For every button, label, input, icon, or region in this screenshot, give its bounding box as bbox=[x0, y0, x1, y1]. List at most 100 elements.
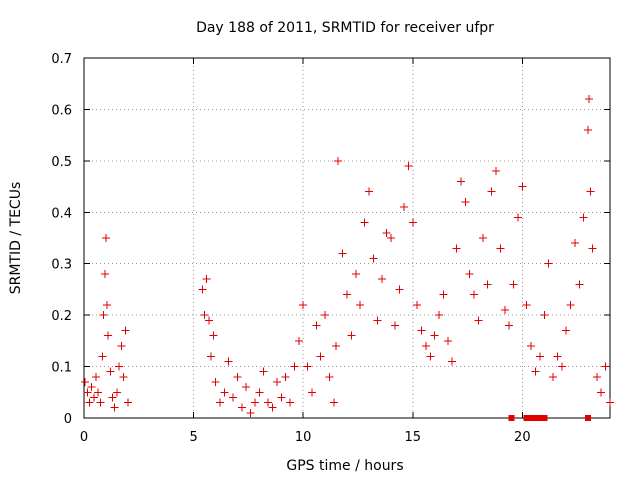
data-point-0-101 bbox=[522, 300, 531, 309]
data-point-0-6 bbox=[94, 388, 103, 397]
x-tick-label-15: 15 bbox=[404, 430, 421, 445]
data-point-0-21 bbox=[121, 326, 130, 335]
zero-marker-3 bbox=[532, 415, 539, 421]
data-point-0-65 bbox=[364, 187, 373, 196]
x-tick-label-10: 10 bbox=[295, 430, 312, 445]
data-point-0-30 bbox=[215, 398, 224, 407]
data-point-0-100 bbox=[518, 182, 527, 191]
data-point-0-24 bbox=[200, 311, 209, 320]
data-point-0-111 bbox=[566, 300, 575, 309]
y-axis-label: SRMTID / TECUs bbox=[8, 182, 24, 295]
data-point-0-10 bbox=[100, 270, 109, 278]
y-tick-label-0.3: 0.3 bbox=[51, 258, 72, 273]
zero-marker-6 bbox=[585, 415, 592, 421]
data-point-0-3 bbox=[87, 383, 96, 392]
data-point-0-18 bbox=[115, 362, 124, 371]
data-point-0-73 bbox=[399, 203, 408, 212]
data-point-0-34 bbox=[233, 372, 242, 381]
data-point-0-102 bbox=[527, 342, 536, 350]
data-point-0-106 bbox=[544, 259, 553, 268]
data-point-0-82 bbox=[439, 290, 448, 299]
data-point-0-95 bbox=[496, 244, 505, 253]
data-point-0-33 bbox=[229, 393, 238, 402]
data-point-0-78 bbox=[421, 342, 430, 350]
data-point-0-28 bbox=[209, 331, 218, 340]
y-tick-label-0.6: 0.6 bbox=[51, 103, 72, 118]
data-point-0-113 bbox=[575, 280, 584, 289]
data-point-0-83 bbox=[443, 336, 452, 345]
zero-marker-1 bbox=[523, 415, 530, 421]
data-point-0-25 bbox=[202, 275, 211, 284]
y-tick-label-0.7: 0.7 bbox=[51, 52, 72, 67]
data-point-0-63 bbox=[356, 300, 365, 309]
y-tick-label-0.1: 0.1 bbox=[51, 361, 72, 376]
data-point-0-52 bbox=[312, 321, 321, 330]
x-tick-label-0: 0 bbox=[80, 430, 88, 445]
data-point-0-2 bbox=[85, 398, 94, 407]
data-point-0-44 bbox=[277, 393, 286, 402]
data-point-0-64 bbox=[360, 218, 369, 227]
data-point-0-112 bbox=[570, 239, 579, 248]
data-point-0-99 bbox=[513, 213, 522, 222]
data-point-0-27 bbox=[207, 352, 216, 361]
data-point-0-81 bbox=[435, 311, 444, 320]
x-tick-label-20: 20 bbox=[514, 430, 531, 445]
data-point-0-16 bbox=[110, 403, 119, 412]
data-point-0-61 bbox=[347, 331, 356, 340]
data-point-0-31 bbox=[220, 388, 229, 397]
data-point-0-98 bbox=[509, 280, 518, 289]
x-tick-label-5: 5 bbox=[189, 430, 197, 445]
data-point-0-86 bbox=[456, 177, 465, 186]
data-point-0-60 bbox=[343, 290, 351, 299]
data-point-0-87 bbox=[461, 198, 470, 206]
data-point-0-40 bbox=[259, 367, 268, 376]
data-point-0-116 bbox=[585, 95, 594, 104]
data-point-0-14 bbox=[106, 367, 115, 376]
data-point-0-89 bbox=[470, 290, 479, 299]
data-point-0-77 bbox=[417, 326, 426, 335]
data-point-0-42 bbox=[268, 403, 277, 412]
data-point-0-109 bbox=[557, 362, 566, 371]
data-point-0-15 bbox=[108, 393, 117, 402]
data-point-0-32 bbox=[224, 357, 233, 366]
data-point-0-118 bbox=[588, 244, 597, 253]
data-point-0-119 bbox=[592, 372, 601, 381]
data-point-0-45 bbox=[281, 372, 290, 381]
data-point-0-122 bbox=[606, 398, 614, 407]
data-point-0-67 bbox=[373, 316, 382, 325]
data-point-0-5 bbox=[92, 372, 101, 381]
data-point-0-53 bbox=[316, 352, 325, 361]
y-tick-label-0: 0 bbox=[64, 412, 72, 427]
zero-marker-0 bbox=[508, 415, 515, 421]
data-point-0-110 bbox=[562, 326, 571, 335]
data-point-0-57 bbox=[332, 342, 341, 350]
data-point-0-88 bbox=[465, 270, 474, 278]
data-point-0-93 bbox=[487, 187, 496, 196]
data-point-0-71 bbox=[391, 321, 400, 330]
data-point-0-96 bbox=[500, 306, 509, 314]
data-point-0-121 bbox=[601, 362, 610, 371]
data-point-0-47 bbox=[290, 362, 299, 371]
y-tick-label-0.5: 0.5 bbox=[51, 155, 72, 170]
data-point-0-9 bbox=[99, 311, 108, 320]
data-point-0-120 bbox=[597, 388, 606, 397]
data-point-0-23 bbox=[198, 285, 207, 294]
data-point-0-17 bbox=[112, 388, 121, 397]
data-point-0-74 bbox=[404, 162, 413, 170]
data-point-0-103 bbox=[531, 367, 540, 376]
data-point-0-68 bbox=[378, 275, 387, 284]
data-point-0-117 bbox=[586, 187, 595, 196]
data-point-0-13 bbox=[104, 331, 113, 340]
data-point-0-108 bbox=[553, 352, 562, 361]
data-point-0-50 bbox=[303, 362, 312, 371]
data-point-0-91 bbox=[478, 234, 487, 242]
y-tick-label-0.4: 0.4 bbox=[51, 206, 72, 221]
data-point-0-39 bbox=[255, 388, 264, 397]
data-point-0-58 bbox=[334, 156, 343, 165]
data-point-0-46 bbox=[286, 398, 295, 407]
data-point-0-43 bbox=[272, 378, 281, 386]
data-point-0-51 bbox=[307, 388, 316, 397]
data-point-0-35 bbox=[237, 403, 246, 412]
